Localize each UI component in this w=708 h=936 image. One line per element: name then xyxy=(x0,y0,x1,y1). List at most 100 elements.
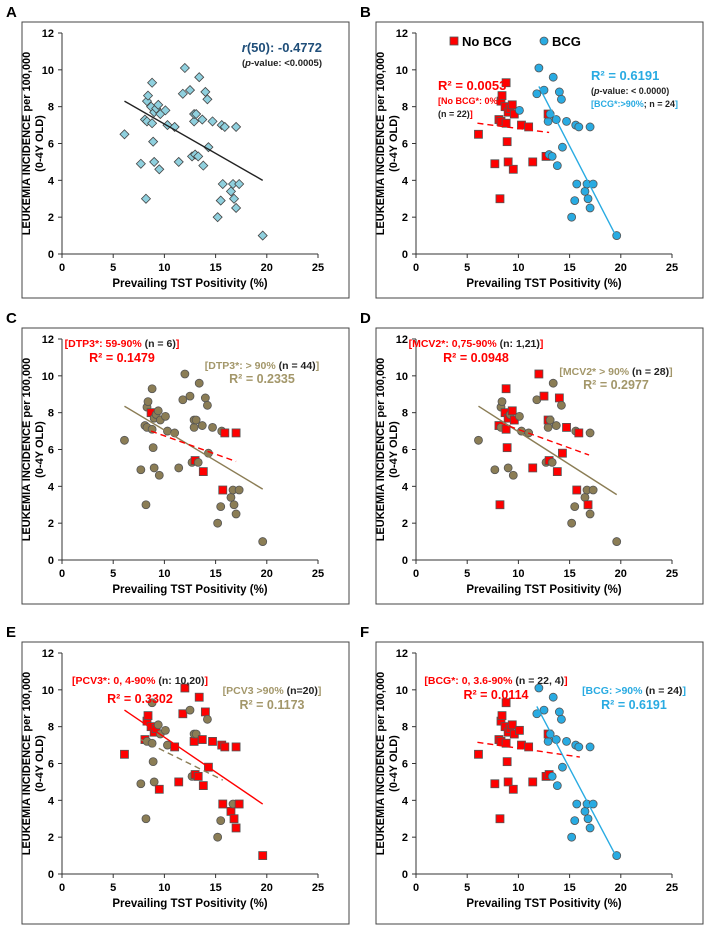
x-tick-label: 25 xyxy=(312,262,324,274)
data-point xyxy=(184,85,196,96)
data-point xyxy=(574,122,584,132)
data-point xyxy=(570,196,580,205)
data-point xyxy=(515,105,524,115)
data-point xyxy=(580,492,590,502)
data-point-group xyxy=(501,118,511,128)
data-point xyxy=(161,725,170,735)
data-point xyxy=(207,116,218,127)
y-tick-label: 0 xyxy=(48,249,54,261)
data-point xyxy=(570,816,580,825)
data-point xyxy=(543,737,553,746)
y-tick-label: 0 xyxy=(48,555,54,567)
data-point-group xyxy=(198,781,208,791)
y-tick-label: 4 xyxy=(48,481,55,493)
data-point xyxy=(198,160,209,171)
data-point xyxy=(557,400,566,410)
data-point xyxy=(216,502,226,511)
data-point xyxy=(219,121,230,132)
x-tick-label: 15 xyxy=(209,882,221,894)
y-axis-label: LEUKEMIA INCIDENCE per 100,000(0-4Y OLD) xyxy=(21,52,46,236)
data-point xyxy=(231,509,241,519)
data-point xyxy=(558,142,567,152)
annotation: R² = 0.0948 xyxy=(443,351,509,365)
data-point xyxy=(580,186,590,196)
data-point-group xyxy=(583,500,593,510)
data-point xyxy=(203,142,214,153)
y-tick-label: 6 xyxy=(402,759,408,771)
annotation: [BCG*:>90%; n = 24] xyxy=(591,99,678,109)
data-point-group xyxy=(120,749,129,759)
data-point xyxy=(160,105,171,116)
y-tick-label: 8 xyxy=(48,408,54,420)
data-point xyxy=(147,77,158,88)
data-point xyxy=(173,156,184,167)
scatter-chart: C 0 2 4 6 8 10 12 0 5 10 15 20 25 Prevailing TST Posit… xyxy=(6,310,350,605)
data-point-group xyxy=(490,159,500,169)
y-tick-label: 0 xyxy=(402,555,408,567)
data-point-group xyxy=(558,448,567,458)
panel-label: E xyxy=(6,624,16,641)
data-point-group xyxy=(229,814,239,824)
data-point-group xyxy=(143,711,153,721)
x-tick-label: 0 xyxy=(59,568,65,580)
legend-label: BCG xyxy=(552,34,581,49)
data-point-group xyxy=(501,424,511,434)
annotation: R² = 0.1479 xyxy=(89,351,155,365)
data-point xyxy=(547,771,557,781)
x-tick-label: 10 xyxy=(158,882,170,894)
data-point xyxy=(119,129,130,140)
data-point xyxy=(185,391,195,401)
data-point-group xyxy=(502,137,512,147)
data-point xyxy=(177,88,188,99)
trend-line xyxy=(477,741,580,758)
trend-line xyxy=(538,86,618,238)
x-axis-label: Prevailing TST Positivity (%) xyxy=(466,898,621,910)
data-point xyxy=(203,400,212,410)
data-point-group xyxy=(258,851,268,860)
data-point-group xyxy=(502,443,512,453)
data-point-group xyxy=(495,814,505,824)
data-point xyxy=(545,415,555,425)
data-point-group xyxy=(474,129,483,139)
annotation: [DTP3*: > 90% (n = 44)] xyxy=(205,360,319,372)
data-point xyxy=(226,492,236,502)
data-point xyxy=(234,485,244,495)
data-point-group xyxy=(193,771,203,781)
data-point xyxy=(562,737,571,746)
x-tick-label: 15 xyxy=(563,262,575,274)
y-tick-label: 4 xyxy=(48,795,55,807)
annotation: r(50): -0.4772 xyxy=(242,40,322,55)
data-point xyxy=(585,428,595,438)
annotation: R² = 0.6191 xyxy=(601,698,667,712)
y-tick-label: 2 xyxy=(48,212,54,224)
panel-d: D 0 2 4 6 8 10 12 0 5 10 15 20 25 Prevailing TST Posit… xyxy=(354,306,708,616)
data-point-group xyxy=(497,91,507,101)
data-point xyxy=(567,212,577,222)
y-tick-label: 2 xyxy=(402,212,408,224)
y-tick-label: 4 xyxy=(48,175,55,187)
y-tick-label: 10 xyxy=(42,685,54,697)
data-point xyxy=(585,122,595,132)
data-point-group xyxy=(194,692,204,702)
y-tick-label: 4 xyxy=(402,795,409,807)
x-axis-label: Prevailing TST Positivity (%) xyxy=(112,584,267,596)
data-point xyxy=(474,435,483,445)
data-point-group xyxy=(562,423,571,432)
data-point xyxy=(503,463,513,473)
data-point xyxy=(148,136,159,147)
data-point xyxy=(612,537,622,546)
data-point xyxy=(490,465,500,475)
data-point xyxy=(567,518,577,528)
data-point xyxy=(179,62,190,74)
data-point-group xyxy=(474,749,483,759)
data-point xyxy=(153,720,163,730)
data-point-group xyxy=(218,799,228,809)
data-point xyxy=(570,502,580,511)
data-point xyxy=(588,485,598,495)
x-tick-label: 20 xyxy=(261,568,273,580)
panel-a: A 0 2 4 6 8 10 12 0 5 10 15 20 25 Prevailing TST Posit… xyxy=(0,0,354,310)
data-point xyxy=(194,72,205,83)
x-tick-label: 25 xyxy=(666,568,678,580)
legend-marker xyxy=(539,36,549,46)
data-point xyxy=(197,421,207,430)
